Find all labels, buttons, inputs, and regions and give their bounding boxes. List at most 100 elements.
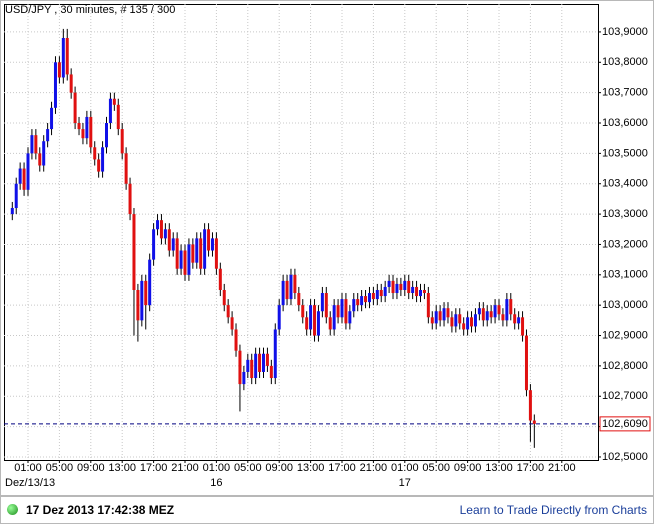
candle-body — [470, 317, 474, 327]
candle-body — [348, 311, 352, 324]
y-tick-label: 103,0000 — [602, 299, 648, 311]
x-tick-label: 05:00 — [46, 462, 74, 474]
x-tick-label: 17:00 — [328, 462, 356, 474]
y-tick-label: 103,1000 — [602, 269, 648, 281]
candle-body — [281, 280, 285, 306]
candle-body — [422, 289, 426, 294]
x-tick-label: 05:00 — [234, 462, 262, 474]
candle-body — [112, 98, 116, 105]
candle-body — [316, 311, 320, 336]
candle-body — [128, 183, 132, 215]
candle-body — [403, 280, 407, 290]
x-tick-label: 01:00 — [14, 462, 42, 474]
candle-body — [387, 280, 391, 287]
candle-body — [246, 359, 250, 372]
candle-body — [175, 238, 179, 269]
candle-body — [293, 274, 297, 294]
candle-body — [438, 311, 442, 321]
candle-body — [501, 314, 505, 321]
x-tick-label: 17:00 — [140, 462, 168, 474]
candle-body — [336, 305, 340, 318]
x-tick-label: 13:00 — [108, 462, 136, 474]
candle-body — [207, 229, 211, 251]
candle-body — [159, 220, 163, 239]
candle-body — [258, 353, 262, 372]
footer: 17 Dez 2013 17:42:38 MEZ Learn to Trade … — [0, 496, 654, 524]
candle-body — [485, 311, 489, 321]
candle-body — [371, 293, 375, 300]
candle-body — [203, 229, 207, 269]
candle-body — [262, 353, 265, 372]
candle-body — [85, 116, 89, 139]
x-tick-label: 01:00 — [391, 462, 419, 474]
candle-body — [277, 305, 281, 330]
candle-body — [50, 107, 54, 130]
candle-body — [352, 299, 356, 312]
candle-body — [10, 208, 14, 215]
candle-body — [18, 168, 22, 184]
candle-body — [521, 317, 525, 336]
candle-body — [163, 229, 167, 239]
candle-body — [344, 299, 348, 324]
candle-body — [528, 390, 532, 421]
x-tick-label: 13:00 — [485, 462, 513, 474]
candle-body — [195, 238, 199, 263]
candle-body — [509, 299, 513, 315]
x-tick-label: 17:00 — [517, 462, 545, 474]
y-tick-label: 103,3000 — [602, 208, 648, 220]
candle-body — [199, 238, 203, 269]
candle-body — [214, 238, 218, 269]
candle-body — [493, 305, 497, 318]
candle-body — [69, 74, 73, 93]
candle-body — [505, 299, 509, 321]
chart-title: USD/JPY , 30 minutes, # 135 / 300 — [5, 4, 175, 16]
candle-body — [411, 286, 415, 294]
candle-body — [148, 259, 152, 306]
x-tick-label: 21:00 — [171, 462, 199, 474]
candle-body — [415, 286, 419, 297]
x-tick-label: 09:00 — [77, 462, 105, 474]
x-tick-label: 21:00 — [360, 462, 388, 474]
candle-body — [42, 141, 46, 166]
candle-body — [466, 317, 470, 330]
candle-body — [340, 299, 344, 318]
x-tick-label: 05:00 — [422, 462, 450, 474]
candle-body — [101, 147, 105, 172]
y-tick-label: 102,7000 — [602, 390, 648, 402]
candle-body — [254, 353, 258, 379]
candle-body — [171, 238, 175, 251]
x-tick-label: 21:00 — [548, 462, 576, 474]
candle-body — [238, 350, 242, 385]
candle-body — [167, 229, 171, 251]
y-tick-label: 103,6000 — [602, 117, 648, 129]
candle-body — [367, 293, 371, 303]
candle-body — [97, 159, 101, 172]
candle-body — [517, 317, 521, 324]
candle-body — [328, 317, 332, 330]
candle-body — [191, 244, 195, 263]
last-price-label: 102,6090 — [602, 418, 648, 430]
x-tick-label: 09:00 — [454, 462, 482, 474]
candle-body — [391, 280, 395, 294]
candle-body — [356, 299, 360, 306]
candle-body — [434, 311, 438, 324]
candle-body — [14, 183, 18, 209]
candle-body — [489, 311, 493, 318]
candle-body — [442, 308, 446, 321]
candle-body — [513, 314, 517, 324]
candle-body — [152, 229, 156, 260]
plot-area — [4, 4, 599, 461]
candle-body — [156, 220, 160, 230]
candle-body — [144, 280, 148, 306]
candle-body — [379, 289, 383, 297]
candle-body — [265, 353, 269, 366]
candle-body — [105, 123, 108, 148]
trade-link[interactable]: Learn to Trade Directly from Charts — [459, 503, 647, 517]
candle-body — [234, 329, 238, 351]
candle-body — [297, 293, 301, 306]
candle-body — [77, 123, 81, 130]
candle-body — [124, 153, 128, 184]
candle-body — [30, 135, 34, 154]
candle-body — [407, 280, 411, 294]
